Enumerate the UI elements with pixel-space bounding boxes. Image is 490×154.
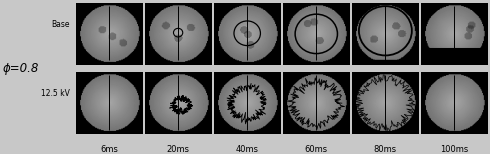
Text: 80ms: 80ms (374, 145, 397, 154)
Bar (421, 49, 488, 65)
Bar (352, 60, 418, 65)
Text: Base: Base (51, 20, 70, 29)
Text: 60ms: 60ms (305, 145, 328, 154)
Text: 20ms: 20ms (167, 145, 190, 154)
Text: ϕ=0.8: ϕ=0.8 (2, 62, 39, 75)
Text: 40ms: 40ms (236, 145, 259, 154)
Text: 100ms: 100ms (441, 145, 468, 154)
Text: 12.5 kV: 12.5 kV (41, 89, 70, 98)
Text: 6ms: 6ms (100, 145, 118, 154)
